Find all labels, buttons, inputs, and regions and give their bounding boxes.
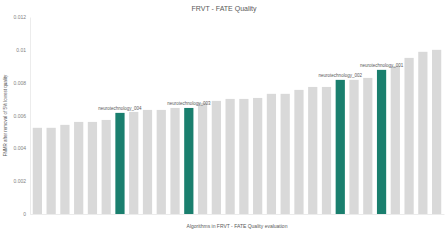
bar [157, 110, 166, 214]
bar [377, 70, 386, 214]
bar [74, 122, 83, 214]
bar [363, 78, 372, 214]
bar-label: neurotechnology_003 [167, 101, 211, 106]
bar [349, 80, 358, 214]
y-tick-label: 0.006 [13, 113, 26, 119]
bar-label: neurotechnology_002 [319, 73, 363, 78]
bar [129, 112, 138, 214]
bar [336, 80, 345, 214]
x-axis-title: Algorithms in FRVT - FATE Quality evalua… [187, 223, 288, 229]
bar [143, 110, 152, 214]
bar [418, 52, 427, 214]
bar [212, 101, 221, 214]
bar [88, 122, 97, 214]
bar [60, 125, 69, 214]
y-tick-label: 0 [23, 211, 26, 217]
bar [170, 108, 179, 214]
y-tick: 0.012 [13, 14, 30, 20]
bar [239, 99, 248, 214]
bar [47, 128, 56, 214]
title: FRVT - FATE Quality [192, 5, 257, 13]
y-tick: 0.002 [13, 178, 30, 184]
plot-area: 0 0.002 0.004 0.006 0.008 0.01 0.012 neurotechn… [13, 14, 444, 217]
y-tick-label: 0.004 [13, 145, 26, 151]
x-axis-line [31, 214, 445, 215]
bar [281, 94, 290, 214]
bar [226, 99, 235, 214]
y-tick: 0 [23, 211, 30, 217]
bar [102, 120, 111, 214]
bar [294, 90, 303, 214]
bar [253, 98, 262, 214]
bar [391, 66, 400, 214]
chart: 0 0.002 0.004 0.006 0.008 0.01 0.012 neurotechn… [0, 0, 448, 232]
y-tick-label: 0.008 [13, 80, 26, 86]
bar [184, 108, 193, 214]
bar [404, 58, 413, 214]
y-tick: 0.004 [13, 145, 30, 151]
bar-label: neurotechnology_001 [360, 63, 404, 68]
y-tick-label: 0.01 [16, 47, 26, 53]
y-tick-label: 0.012 [13, 14, 26, 20]
y-tick: 0.008 [13, 80, 30, 86]
bar [322, 87, 331, 214]
y-tick-label: 0.002 [13, 178, 26, 184]
bar-labels: neurotechnology_004 neurotechnology_003 ne… [98, 63, 403, 111]
bar-label: neurotechnology_004 [98, 106, 142, 111]
bars [33, 50, 441, 214]
bar [432, 50, 441, 214]
bar [308, 87, 317, 214]
bar [198, 103, 207, 214]
y-axis-line [30, 18, 31, 215]
bar [33, 128, 42, 214]
bar [267, 94, 276, 214]
y-tick: 0.006 [13, 113, 30, 119]
bar [115, 113, 124, 214]
y-tick: 0.01 [16, 47, 30, 53]
y-axis-title: FNMR after removal of 5% lowest quality [3, 74, 8, 156]
y-axis: 0 0.002 0.004 0.006 0.008 0.01 0.012 [13, 14, 30, 217]
